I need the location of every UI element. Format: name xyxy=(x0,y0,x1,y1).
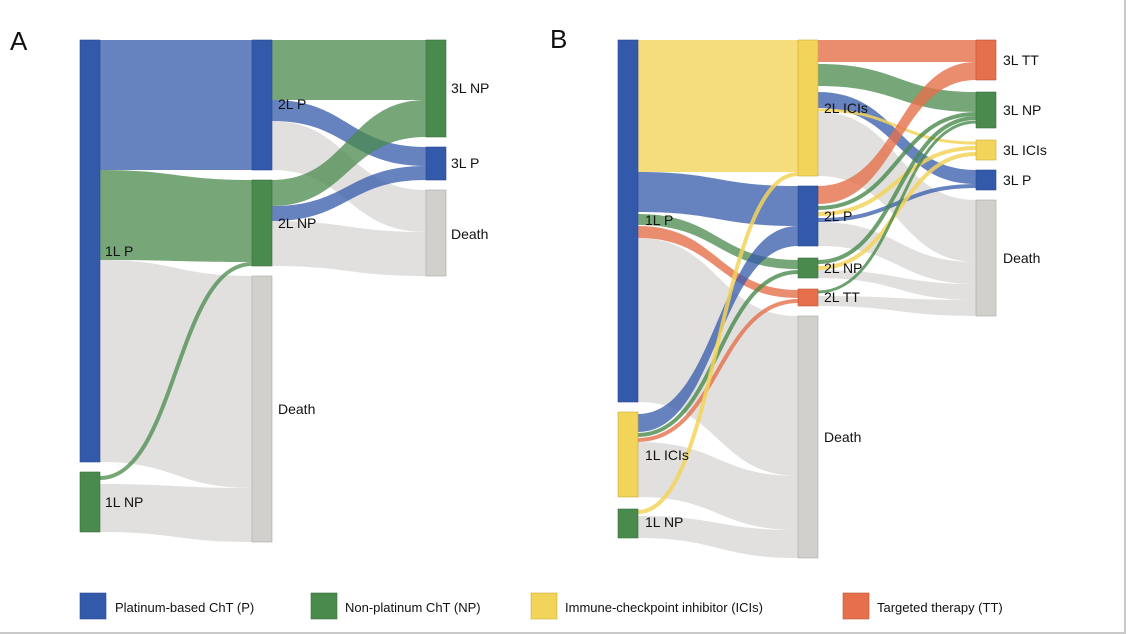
flow-b-2lp-3ltt xyxy=(818,62,976,204)
node-b-1l-np xyxy=(617,508,639,539)
flow-2lnp-3lp xyxy=(272,166,426,221)
legend-label-platinum: Platinum-based ChT (P) xyxy=(115,600,254,615)
panel-a: A xyxy=(10,26,489,543)
node-b-2l-np xyxy=(797,257,819,279)
flow-b-1lici-2lnp xyxy=(637,270,799,437)
flow-b-1lp-2lici xyxy=(638,40,798,172)
flow-1lnp-death xyxy=(100,484,252,542)
flow-2lp-3death xyxy=(272,121,426,232)
label-b-3l-p: 3L P xyxy=(1003,172,1031,188)
label-a-1l-np: 1L NP xyxy=(105,494,143,510)
label-b-1l-p: 1L P xyxy=(645,212,673,228)
legend-swatch-tt xyxy=(842,592,870,620)
flow-b-1lp-2ltt xyxy=(638,226,798,298)
node-a-1l-np xyxy=(79,471,101,533)
node-b-2l-ici xyxy=(797,39,819,177)
node-a-3l-death xyxy=(425,189,447,277)
flow-b-2lnp-3lnp xyxy=(817,116,977,264)
flow-b-2lnp-death xyxy=(818,270,976,300)
flow-1lp-2lp xyxy=(100,40,252,170)
flow-2lp-3lnp xyxy=(272,40,426,100)
label-a-3l-death: Death xyxy=(451,226,488,242)
label-b-2l-p: 2L P xyxy=(824,208,852,224)
label-b-3l-ici: 3L ICIs xyxy=(1003,142,1047,158)
label-a-2l-p: 2L P xyxy=(278,96,306,112)
label-b-2l-tt: 2L TT xyxy=(824,289,860,305)
flow-b-1lici-death xyxy=(638,442,798,530)
flow-b-2lp-3lp xyxy=(817,184,977,222)
panel-b-links xyxy=(637,40,977,558)
node-b-2l-p xyxy=(797,185,819,247)
label-b-3l-death: Death xyxy=(1003,250,1040,266)
legend-swatch-ici xyxy=(530,592,558,620)
flow-b-2lici-3ltt xyxy=(818,40,976,62)
flow-b-2lici-death xyxy=(818,112,976,262)
panel-b-nodes xyxy=(617,39,997,559)
panel-b: B xyxy=(550,24,1047,559)
flow-1lp-2lnp xyxy=(100,170,252,262)
label-b-2l-death: Death xyxy=(824,429,861,445)
node-a-2l-p xyxy=(251,39,273,171)
label-b-1l-np: 1L NP xyxy=(645,514,683,530)
node-b-3l-np xyxy=(975,91,997,129)
legend-swatch-nonplatinum xyxy=(310,592,338,620)
flow-b-2lp-3lici xyxy=(817,146,977,216)
panel-a-letter: A xyxy=(10,26,28,56)
flow-b-2ltt-3lnp xyxy=(817,120,977,294)
label-a-3l-np: 3L NP xyxy=(451,80,489,96)
label-a-2l-np: 2L NP xyxy=(278,215,316,231)
legend-label-tt: Targeted therapy (TT) xyxy=(877,600,1003,615)
flow-b-2lici-3lnp xyxy=(818,64,976,112)
flow-2lnp-3death xyxy=(272,221,426,276)
legend-label-nonplatinum: Non-platinum ChT (NP) xyxy=(345,600,481,615)
label-a-1l-p: 1L P xyxy=(105,243,133,259)
node-b-1l-p xyxy=(617,39,639,403)
node-a-3l-np xyxy=(425,39,447,138)
label-b-2l-np: 2L NP xyxy=(824,260,862,276)
flow-b-1lnp-2lici xyxy=(637,172,799,514)
flow-b-2lp-death xyxy=(818,222,976,284)
panel-b-letter: B xyxy=(550,24,567,54)
flow-b-1lici-2ltt xyxy=(637,299,799,442)
node-b-3l-ici xyxy=(975,139,997,161)
node-a-2l-np xyxy=(251,179,273,267)
flow-b-2lp-3lnp xyxy=(817,112,977,210)
flow-b-2ltt-death xyxy=(818,296,976,316)
node-b-3l-tt xyxy=(975,39,997,81)
legend: Platinum-based ChT (P) Non-platinum ChT … xyxy=(79,592,1003,620)
node-b-3l-death xyxy=(975,199,997,317)
node-b-2l-tt xyxy=(797,288,819,307)
label-b-3l-tt: 3L TT xyxy=(1003,52,1039,68)
flow-b-2lnp-3lici xyxy=(817,152,977,270)
flow-b-1lnp-death xyxy=(638,516,798,558)
label-b-3l-np: 3L NP xyxy=(1003,102,1041,118)
node-b-1l-ici xyxy=(617,411,639,498)
node-a-2l-death xyxy=(251,275,273,543)
label-a-2l-death: Death xyxy=(278,401,315,417)
node-a-1l-p xyxy=(79,39,101,463)
legend-swatch-platinum xyxy=(79,592,107,620)
panel-a-nodes xyxy=(79,39,447,543)
node-b-3l-p xyxy=(975,169,997,191)
flow-1lnp-2lnp xyxy=(99,262,253,480)
label-a-3l-p: 3L P xyxy=(451,155,479,171)
label-b-1l-ici: 1L ICIs xyxy=(645,447,689,463)
panel-a-links xyxy=(99,40,426,542)
legend-label-ici: Immune-checkpoint inhibitor (ICIs) xyxy=(565,600,763,615)
flow-2lp-3lp xyxy=(272,100,426,166)
node-a-3l-p xyxy=(425,146,447,181)
node-b-2l-death xyxy=(797,315,819,559)
label-b-2l-ici: 2L ICIs xyxy=(824,100,868,116)
panel-a-labels: 1L P 1L NP 2L P 2L NP Death 3L NP 3L P D… xyxy=(105,80,489,510)
panel-b-labels: 1L P 1L ICIs 1L NP 2L ICIs 2L P 2L NP 2L… xyxy=(645,52,1047,530)
flow-b-1lici-2lp xyxy=(638,226,798,432)
flow-2lnp-3lnp xyxy=(272,100,426,206)
